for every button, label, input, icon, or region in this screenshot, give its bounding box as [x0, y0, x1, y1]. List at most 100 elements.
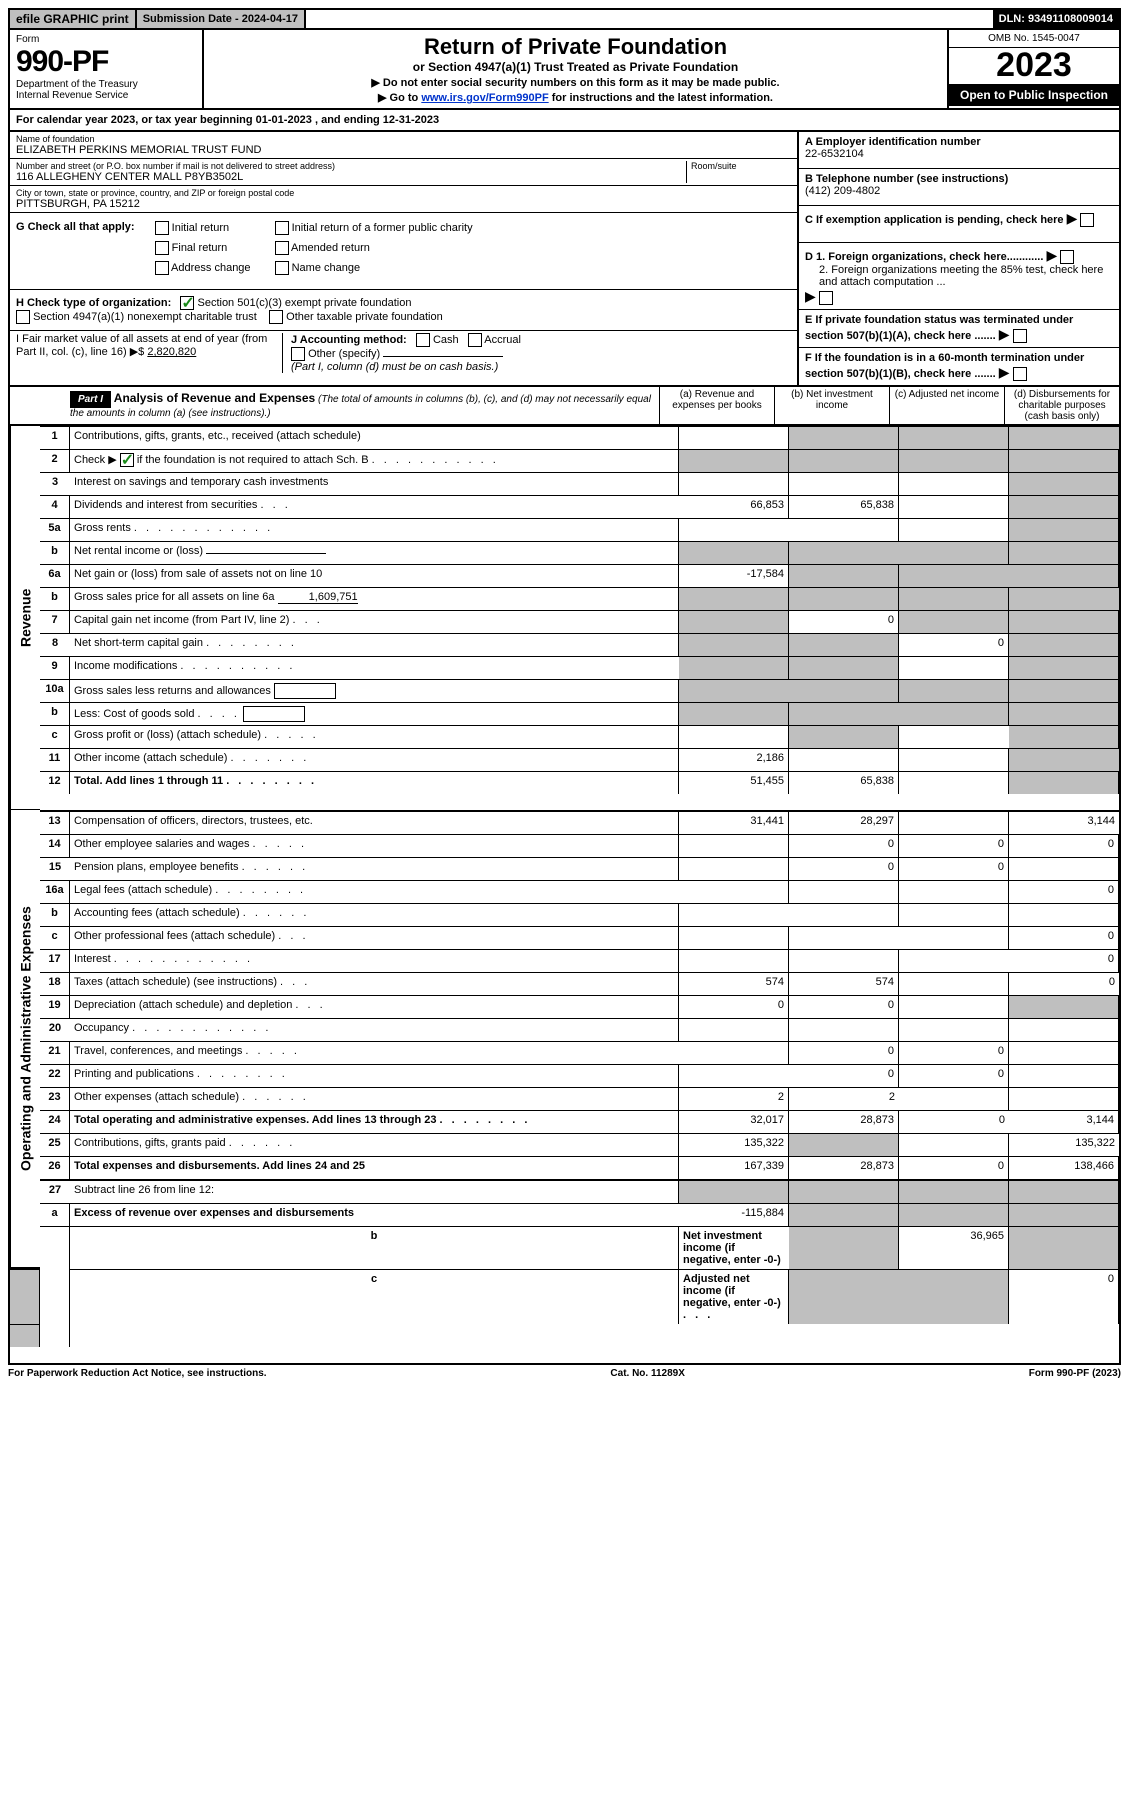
initial-return-checkbox[interactable]: [155, 221, 169, 235]
form-990pf-link[interactable]: www.irs.gov/Form990PF: [421, 92, 548, 104]
exemption-pending-checkbox[interactable]: [1080, 213, 1094, 227]
h-opt-2: Section 4947(a)(1) nonexempt charitable …: [33, 311, 257, 323]
other-taxable-checkbox[interactable]: [269, 310, 283, 324]
cell-na: [1009, 725, 1119, 748]
submission-date: Submission Date - 2024-04-17: [137, 10, 306, 28]
cell-na: [679, 702, 789, 725]
col-d-header: (d) Disbursements for charitable purpose…: [1004, 387, 1119, 424]
line-num: 25: [40, 1133, 70, 1156]
line-desc: Printing and publications . . . . . . . …: [70, 1064, 679, 1087]
line-num: 2: [40, 449, 70, 472]
address-change-checkbox[interactable]: [155, 261, 169, 275]
cell-value: [899, 1018, 1009, 1041]
cell-value: [899, 656, 1009, 679]
cell-value: 0: [899, 633, 1009, 656]
cell-value: 28,873: [789, 1110, 899, 1133]
addr-label: Number and street (or P.O. box number if…: [16, 161, 686, 171]
cell-value: 135,322: [679, 1133, 789, 1156]
form-title: Return of Private Foundation: [212, 34, 939, 60]
cell-value: [899, 771, 1009, 794]
cell-value: 66,853: [679, 495, 789, 518]
cell-na: [899, 1269, 1009, 1324]
line-num: 18: [40, 972, 70, 995]
cell-na: [1009, 564, 1119, 587]
cell-na: [789, 1203, 899, 1226]
cell-na: [1009, 679, 1119, 702]
g-label: G Check all that apply:: [16, 221, 135, 233]
cell-value: [789, 926, 899, 949]
line-desc: Contributions, gifts, grants paid . . . …: [70, 1133, 679, 1156]
cell-value: 0: [1009, 834, 1119, 857]
cell-na: [10, 1324, 40, 1347]
tax-year: 2023: [949, 48, 1119, 84]
h-opt-3: Other taxable private foundation: [286, 311, 443, 323]
line-num: b: [40, 587, 70, 610]
cell-value: 3,144: [1009, 1110, 1119, 1133]
inst-1: ▶ Do not enter social security numbers o…: [212, 76, 939, 89]
f-label: F If the foundation is in a 60-month ter…: [805, 352, 1084, 380]
terminated-checkbox[interactable]: [1013, 329, 1027, 343]
line-num: 9: [40, 656, 70, 679]
d1-label: D 1. Foreign organizations, check here..…: [805, 251, 1043, 263]
cell-value: 0: [1009, 926, 1119, 949]
4947a1-checkbox[interactable]: [16, 310, 30, 324]
cell-na: [1009, 702, 1119, 725]
g-opt-4: Amended return: [291, 242, 370, 254]
revenue-side-label: Revenue: [10, 426, 40, 810]
foreign-85-checkbox[interactable]: [819, 291, 833, 305]
other-method-checkbox[interactable]: [291, 347, 305, 361]
line-desc: Income modifications . . . . . . . . . .: [70, 656, 679, 679]
cell-value: 0: [899, 1110, 1009, 1133]
name-label: Name of foundation: [16, 134, 791, 144]
501c3-checkbox[interactable]: [180, 296, 194, 310]
cell-value: [679, 834, 789, 857]
cell-value: 36,965: [899, 1226, 1009, 1269]
line-desc: Taxes (attach schedule) (see instruction…: [70, 972, 679, 995]
line-num: 27: [40, 1179, 70, 1203]
sch-b-checkbox[interactable]: [120, 453, 134, 467]
cell-na: [789, 725, 899, 748]
amended-return-checkbox[interactable]: [275, 241, 289, 255]
cell-na: [1009, 587, 1119, 610]
g-opt-5: Name change: [292, 262, 361, 274]
cell-na: [899, 1179, 1009, 1203]
line-desc: Dividends and interest from securities .…: [70, 495, 679, 518]
line-desc: Net rental income or (loss): [70, 541, 679, 564]
cell-value: [679, 426, 789, 449]
cash-checkbox[interactable]: [416, 333, 430, 347]
foreign-org-checkbox[interactable]: [1060, 250, 1074, 264]
initial-return-public-checkbox[interactable]: [275, 221, 289, 235]
cell-na: [1009, 1179, 1119, 1203]
cell-value: [789, 880, 899, 903]
cell-na: [899, 587, 1009, 610]
revenue-expense-table: Revenue 1 Contributions, gifts, grants, …: [8, 426, 1121, 1365]
efile-print-button[interactable]: efile GRAPHIC print: [10, 10, 137, 28]
cell-na: [1009, 495, 1119, 518]
cell-value: 0: [789, 995, 899, 1018]
cell-value: [899, 748, 1009, 771]
line-desc: Interest on savings and temporary cash i…: [70, 472, 679, 495]
line-desc: Total expenses and disbursements. Add li…: [70, 1156, 679, 1179]
cell-value: [679, 1018, 789, 1041]
cell-na: [1009, 426, 1119, 449]
part1-label: Part I: [70, 391, 111, 408]
line-num: 15: [40, 857, 70, 880]
line-desc: Gross sales price for all assets on line…: [70, 587, 679, 610]
line-num: b: [40, 541, 70, 564]
cell-na: [899, 426, 1009, 449]
line-desc: Other employee salaries and wages . . . …: [70, 834, 679, 857]
final-return-checkbox[interactable]: [155, 241, 169, 255]
cell-value: [679, 903, 789, 926]
cell-value: [899, 903, 1009, 926]
cell-na: [1009, 771, 1119, 794]
j-note: (Part I, column (d) must be on cash basi…: [291, 361, 498, 373]
e-label: E If private foundation status was termi…: [805, 314, 1073, 342]
cell-na: [1009, 1226, 1119, 1269]
name-change-checkbox[interactable]: [275, 261, 289, 275]
accrual-checkbox[interactable]: [468, 333, 482, 347]
inst-2: ▶ Go to www.irs.gov/Form990PF for instru…: [212, 91, 939, 104]
line-num: 4: [40, 495, 70, 518]
line-desc: Travel, conferences, and meetings . . . …: [70, 1041, 679, 1064]
60-month-checkbox[interactable]: [1013, 367, 1027, 381]
cell-value: -17,584: [679, 564, 789, 587]
